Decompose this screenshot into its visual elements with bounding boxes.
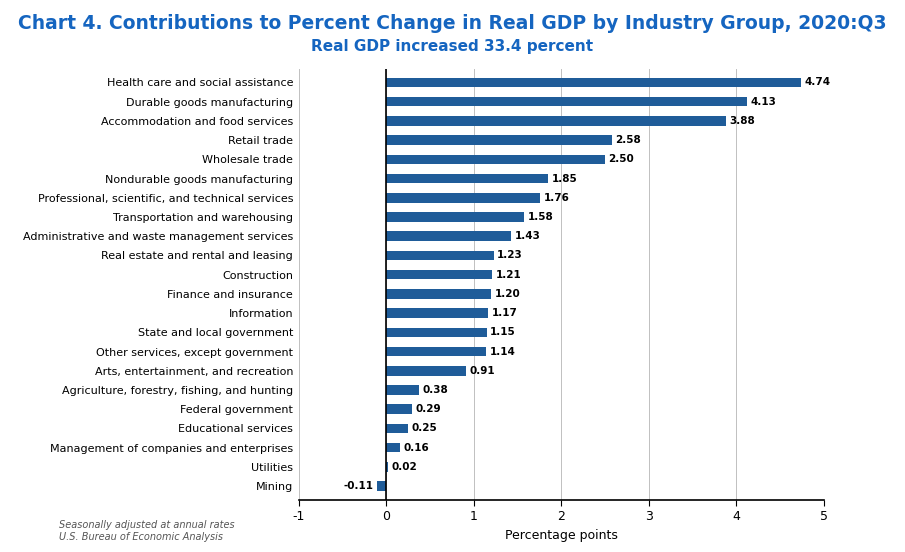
Bar [386,212,524,222]
Text: 4.74: 4.74 [805,77,831,87]
Text: 1.23: 1.23 [497,251,523,261]
Text: Chart 4. Contributions to Percent Change in Real GDP by Industry Group, 2020:Q3: Chart 4. Contributions to Percent Change… [18,14,887,33]
Bar [386,251,494,260]
Text: 1.15: 1.15 [491,327,516,337]
Bar [386,385,419,395]
Text: 1.17: 1.17 [492,308,518,318]
Text: Seasonally adjusted at annual rates: Seasonally adjusted at annual rates [59,520,234,530]
Bar [386,443,400,453]
Bar [386,423,408,433]
Bar [386,155,605,164]
Text: 3.88: 3.88 [729,116,755,126]
Bar [386,231,511,241]
Bar [386,366,466,375]
Text: 1.85: 1.85 [551,173,577,184]
Bar [386,116,726,126]
Text: 1.21: 1.21 [496,270,521,280]
Bar [386,327,487,337]
X-axis label: Percentage points: Percentage points [505,528,617,542]
Text: 0.02: 0.02 [391,462,417,472]
Bar [386,78,801,87]
Text: 2.50: 2.50 [608,155,634,164]
Bar [386,193,540,203]
Bar [386,97,748,107]
Text: 0.29: 0.29 [415,404,441,414]
Text: 0.38: 0.38 [423,385,449,395]
Text: 1.76: 1.76 [544,193,569,203]
Text: 4.13: 4.13 [751,97,776,107]
Bar [386,309,489,318]
Text: U.S. Bureau of Economic Analysis: U.S. Bureau of Economic Analysis [59,532,223,542]
Bar [386,135,612,145]
Text: 0.91: 0.91 [469,366,495,376]
Bar [376,481,386,491]
Text: 1.20: 1.20 [495,289,520,299]
Text: 2.58: 2.58 [615,135,641,145]
Text: 1.43: 1.43 [515,231,540,241]
Text: 1.58: 1.58 [528,212,554,222]
Text: 0.16: 0.16 [404,443,429,453]
Bar [386,289,491,299]
Text: 0.25: 0.25 [412,423,437,433]
Text: 1.14: 1.14 [490,347,515,357]
Bar [386,405,412,414]
Bar [386,174,548,183]
Bar [386,270,492,279]
Bar [386,347,486,357]
Text: Real GDP increased 33.4 percent: Real GDP increased 33.4 percent [311,39,594,54]
Text: -0.11: -0.11 [343,481,373,491]
Bar [386,462,388,472]
